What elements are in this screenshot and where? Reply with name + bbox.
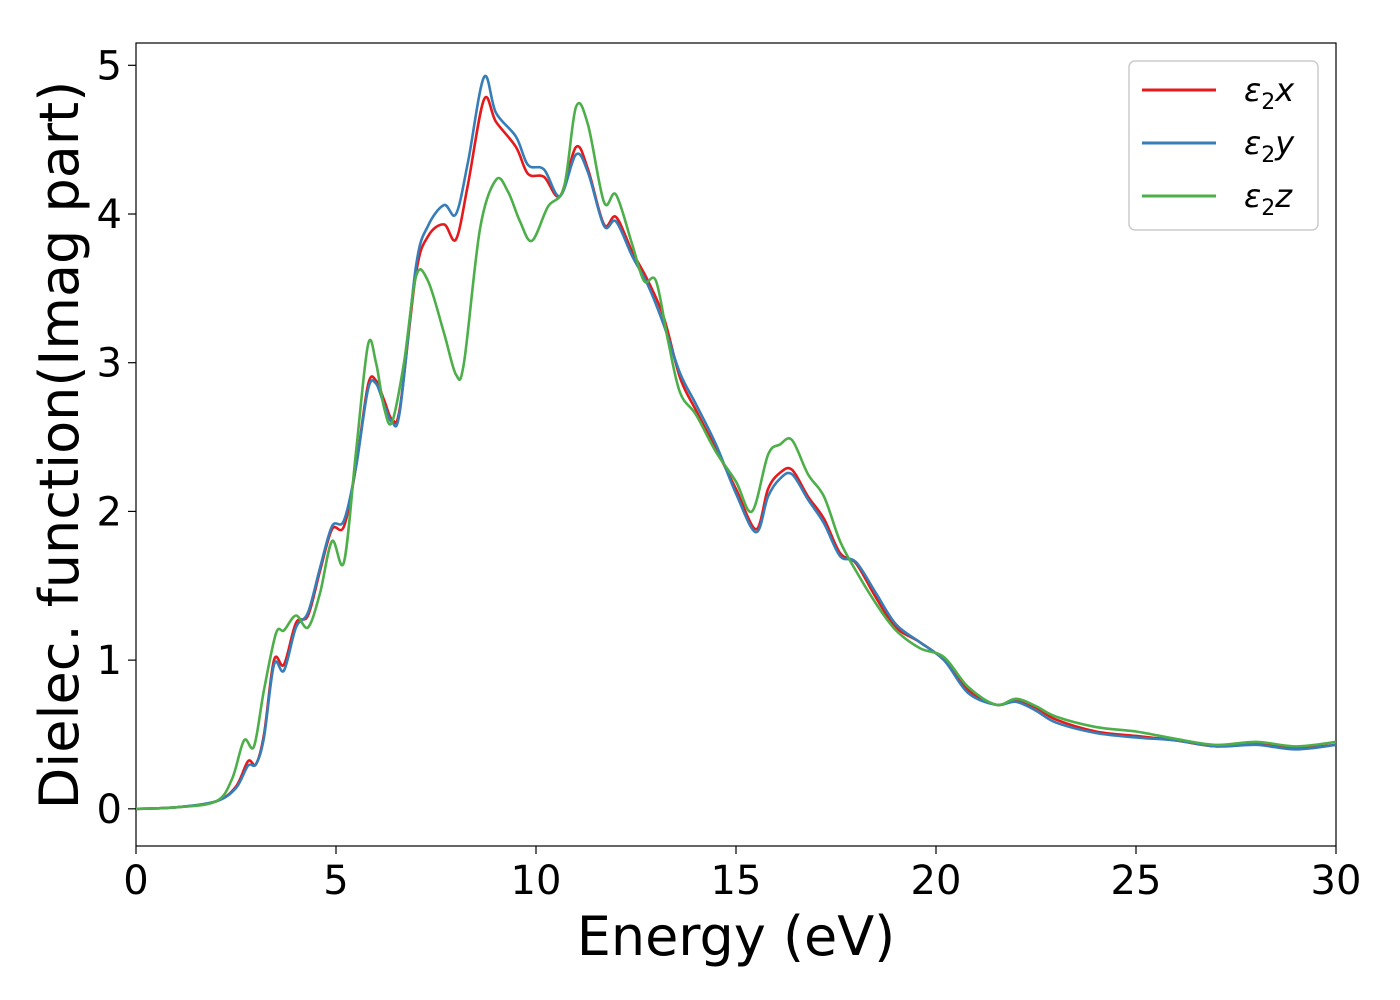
x-tick-label: 30	[1311, 858, 1362, 904]
x-tick-label: 5	[323, 858, 348, 904]
legend-label-z: ε2z	[1244, 177, 1293, 221]
y-tick-label: 0	[97, 787, 122, 833]
y-tick-label: 4	[97, 192, 122, 238]
legend: ε2x ε2y ε2z	[1128, 60, 1319, 231]
y-tick-label: 3	[97, 341, 122, 387]
y-tick-label: 5	[97, 43, 122, 89]
y-tick-label: 2	[97, 489, 122, 535]
y-axis-title: Dielec. function(Imag part)	[28, 81, 91, 810]
x-tick-label: 0	[123, 858, 148, 904]
series-line-y	[135, 74, 1337, 811]
y-axis-ticks: 0 1 2 3 4 5	[97, 43, 136, 833]
series-line-z	[135, 101, 1337, 811]
x-axis-title: Energy (eV)	[577, 905, 896, 968]
x-tick-label: 15	[711, 858, 762, 904]
x-tick-label: 20	[911, 858, 962, 904]
y-tick-label: 1	[97, 638, 122, 684]
x-tick-label: 10	[511, 858, 562, 904]
legend-label-x: ε2x	[1244, 71, 1295, 115]
x-tick-label: 25	[1111, 858, 1162, 904]
series-layer	[135, 74, 1337, 811]
x-axis-ticks: 0 5 10 15 20 25 30	[123, 846, 1361, 904]
legend-frame	[1128, 60, 1319, 231]
legend-label-y: ε2y	[1244, 124, 1295, 168]
